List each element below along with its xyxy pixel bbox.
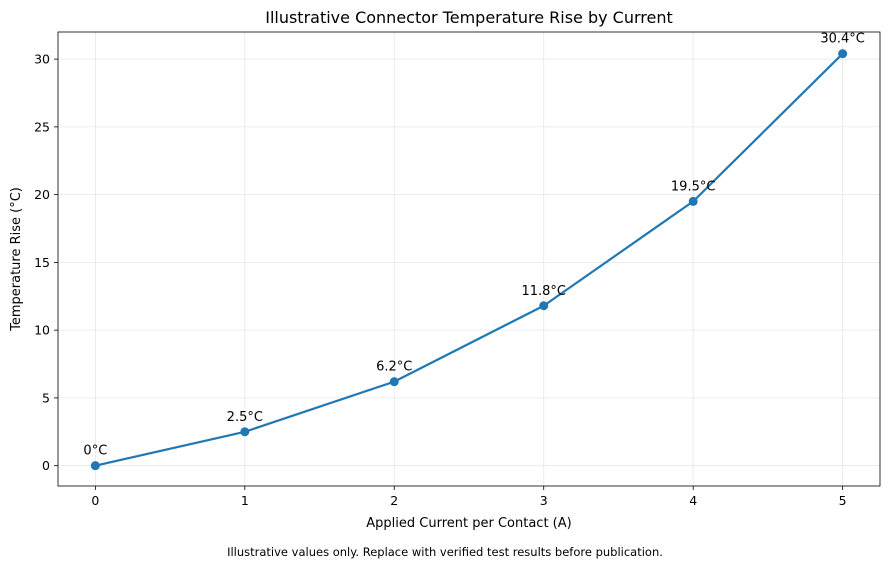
y-tick-label: 25 <box>34 119 50 134</box>
x-axis-label: Applied Current per Contact (A) <box>366 516 571 531</box>
y-tick-label: 30 <box>34 52 50 67</box>
x-tick-label: 4 <box>689 493 697 508</box>
footnote: Illustrative values only. Replace with v… <box>227 545 663 559</box>
data-label: 19.5°C <box>671 179 716 194</box>
data-label: 6.2°C <box>376 360 412 375</box>
series-layer <box>90 49 848 471</box>
series-line <box>94 52 844 467</box>
chart-title: Illustrative Connector Temperature Rise … <box>265 8 673 27</box>
x-tick-label: 3 <box>540 493 548 508</box>
data-point <box>539 301 549 311</box>
data-label: 11.8°C <box>521 284 566 299</box>
y-tick-label: 5 <box>42 390 50 405</box>
x-tick-label: 1 <box>241 493 249 508</box>
y-tick-label: 0 <box>42 458 50 473</box>
y-tick-label: 15 <box>34 255 50 270</box>
y-axis-label: Temperature Rise (°C) <box>9 187 24 332</box>
axes-frame <box>57 31 881 487</box>
x-tick-label: 0 <box>91 493 99 508</box>
x-tick-label: 5 <box>839 493 847 508</box>
x-axis: 0 1 2 3 4 5 <box>91 486 847 508</box>
x-tick-label: 2 <box>390 493 398 508</box>
data-label: 30.4°C <box>820 32 865 47</box>
data-point <box>240 427 250 437</box>
data-point <box>389 377 399 387</box>
data-labels: 0°C 2.5°C 6.2°C 11.8°C 19.5°C 30.4°C <box>83 32 864 459</box>
data-label: 0°C <box>83 444 107 459</box>
data-point <box>838 49 848 59</box>
y-tick-label: 10 <box>34 323 50 338</box>
y-axis: 0 5 10 15 20 25 30 <box>34 52 58 473</box>
y-tick-label: 20 <box>34 187 50 202</box>
data-label: 2.5°C <box>227 410 263 425</box>
grid <box>58 32 880 486</box>
data-point <box>90 461 100 471</box>
data-point <box>688 196 698 206</box>
